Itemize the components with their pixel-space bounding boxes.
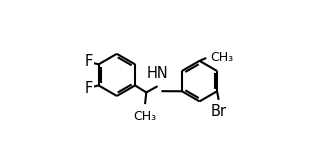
Text: F: F: [85, 54, 93, 69]
Text: CH₃: CH₃: [210, 51, 233, 64]
Text: F: F: [85, 80, 93, 96]
Text: CH₃: CH₃: [133, 110, 157, 123]
Text: HN: HN: [147, 66, 168, 81]
Text: Br: Br: [211, 104, 227, 119]
